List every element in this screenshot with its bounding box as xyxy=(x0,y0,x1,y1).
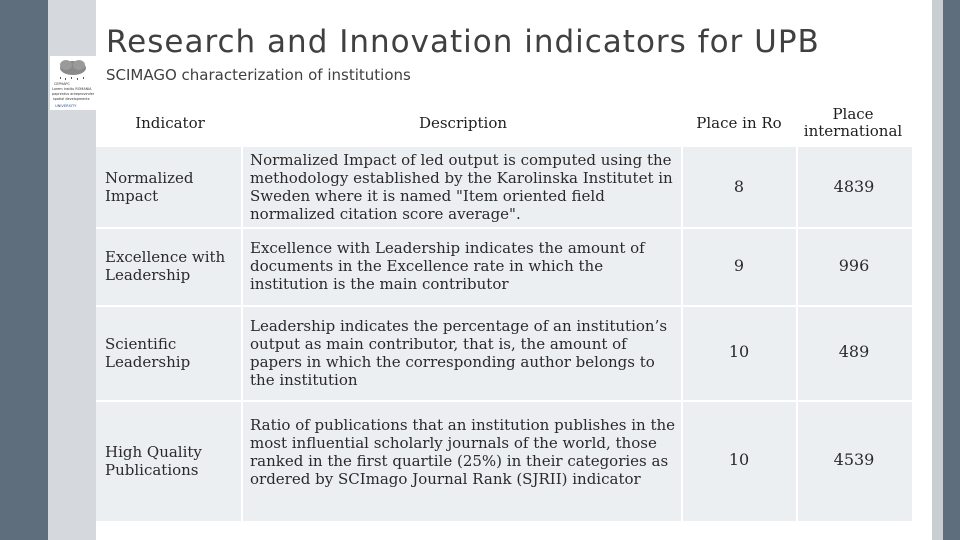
header-place-international: Place international xyxy=(803,105,903,140)
right-decor-bar-light xyxy=(932,0,943,540)
row-divider xyxy=(96,305,912,307)
header-place-ro: Place in Ro xyxy=(696,114,782,132)
left-decor-bar xyxy=(0,0,48,540)
table-row-place-international: 4839 xyxy=(833,177,875,196)
slide-subtitle: SCIMAGO characterization of institutions xyxy=(106,66,411,84)
table-row-place-international: 996 xyxy=(838,256,870,275)
column-divider xyxy=(241,147,243,521)
table-row-place-ro: 9 xyxy=(733,256,745,275)
column-divider xyxy=(681,147,683,521)
table-row-description: Normalized Impact of led output is compu… xyxy=(250,151,673,223)
table-body xyxy=(96,147,912,521)
slide-title: Research and Innovation indicators for U… xyxy=(106,24,820,60)
header-indicator: Indicator xyxy=(135,114,205,132)
table-row-place-ro: 8 xyxy=(733,177,745,196)
table-row-description: Ratio of publications that an institutio… xyxy=(250,416,676,488)
table-row-description: Excellence with Leadership indicates the… xyxy=(250,239,645,293)
table-row-place-international: 489 xyxy=(838,342,870,361)
table-row-indicator: Excellence with Leadership xyxy=(105,248,226,284)
logo-text-line-3: paprentus anteprovinder xyxy=(52,92,95,96)
institution-logo: CEPHAPC Lorem institu ROMANIA paprentus … xyxy=(50,56,96,110)
logo-graphic: CEPHAPC Lorem institu ROMANIA paprentus … xyxy=(52,60,95,108)
header-description: Description xyxy=(418,114,508,132)
row-divider xyxy=(96,227,912,229)
table-row-place-ro: 10 xyxy=(728,342,750,361)
table-row-indicator: High Quality Publications xyxy=(105,443,202,479)
logo-text-line-4: spatial developments xyxy=(53,97,90,101)
column-divider xyxy=(796,147,798,521)
logo-text-line-5: UNIVERSITY xyxy=(55,104,77,108)
table-row-indicator: Scientific Leadership xyxy=(105,335,191,371)
table-row-place-ro: 10 xyxy=(728,450,750,469)
logo-text-line-1: CEPHAPC xyxy=(54,82,70,86)
logo-text-line-2: Lorem institu ROMANIA xyxy=(52,87,92,91)
table-row-indicator: Normalized Impact xyxy=(105,169,194,205)
table-row-place-international: 4539 xyxy=(833,450,875,469)
row-divider xyxy=(96,400,912,402)
right-decor-bar xyxy=(943,0,960,540)
table-row-description: Leadership indicates the percentage of a… xyxy=(250,317,668,389)
